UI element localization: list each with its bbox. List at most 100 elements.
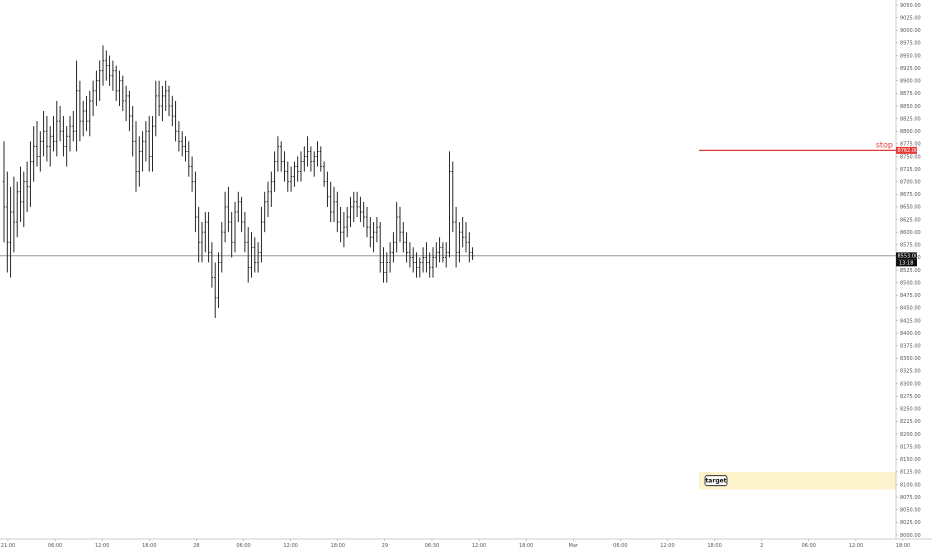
ohlc-bar [451,161,454,233]
ohlc-bar [322,161,326,187]
ohlc-bar [220,222,223,273]
ohlc-bar [319,146,322,172]
ohlc-bar [346,206,349,238]
target-label-box [704,475,728,487]
ohlc-bar [362,201,365,228]
target-label: target [705,478,726,485]
ohlc-bar [157,80,161,117]
ohlc-bar [210,242,214,288]
ohlc-bar [154,80,157,137]
x-tick-label: 06:00 [48,543,62,549]
ohlc-bar [217,252,220,308]
target-zone-fill [699,471,896,490]
ohlc-bar [151,116,154,172]
stop-price-tag-text: 8762.00 [898,148,919,154]
ohlc-bar [471,247,474,260]
y-tick-label: 8200.00 [900,432,921,438]
x-tick-label: 12:00 [283,543,297,549]
ohlc-bar [39,131,42,172]
ohlc-bar [438,237,441,263]
y-tick-label: 8575.00 [900,243,921,249]
ohlc-bar [418,257,421,278]
x-tick-label: 2 [760,543,763,549]
ohlc-bar [207,211,210,263]
ohlc-bar [95,70,98,106]
ohlc-bar [138,136,141,187]
stop-price-tag-bg [896,146,917,154]
ohlc-bar [329,181,332,223]
y-tick-label: 8350.00 [900,356,921,362]
ohlc-bar [174,100,177,142]
ohlc-bar [230,211,233,258]
y-tick-label: 8975.00 [900,41,921,47]
ohlc-bar [382,247,385,283]
y-tick-label: 9000.00 [900,28,921,34]
ohlc-bar [299,151,303,182]
ohlc-bar [124,85,128,122]
y-tick-label: 8750.00 [900,154,921,160]
x-tick-label: 18:00 [707,543,721,549]
stop-price-tag: 8762.00 [896,146,919,154]
y-tick-label: 8075.00 [900,495,921,501]
ohlc-bar [283,151,286,182]
y-tick-label: 8125.00 [900,470,921,476]
ohlc-bar [141,131,144,172]
ohlc-bar [461,217,464,248]
ohlc-bar [402,222,405,253]
ohlc-bar [385,252,388,283]
ohlc-bar [19,166,22,223]
y-tick-label: 8250.00 [900,407,921,413]
y-tick-label: 8400.00 [900,331,921,337]
y-tick-label: 8000.00 [900,533,921,539]
y-tick-label: 8025.00 [900,520,921,526]
y-axis[interactable]: 9050.00 9025.00 9000.00 8975.00 8950.00 8925.… [895,0,921,539]
ohlc-bar [240,196,243,233]
x-tick-label: Mar [569,543,579,549]
ohlc-bar [303,146,306,172]
ohlc-bar [75,60,78,152]
ohlc-bar [332,186,336,223]
ohlc-bar [388,242,392,273]
ohlc-bar [289,166,293,192]
ohlc-bar [148,116,151,172]
ohlc-bar [448,151,451,258]
ohlc-bar [58,105,62,142]
x-axis[interactable]: 21:00 06:00 12:00 18:00 28 06:00 12:00 18:00 29 0… [0,538,932,549]
x-tick-label: 29 [382,543,388,549]
ohlc-bar [339,206,342,243]
ohlc-bar [197,206,200,263]
x-tick-label: 18:00 [331,543,345,549]
countdown-tag-bg [896,259,917,267]
y-tick-label: 8875.00 [900,91,921,97]
stop-label: stop [876,140,893,149]
countdown-tag-text: 13:18 [899,261,913,267]
ohlc-bar [309,146,313,172]
ohlc-bar [372,222,375,253]
current-price-tag: 8553.00 13:18 [896,252,918,267]
y-tick-label: 8525.00 [900,268,921,274]
ohlc-bar [435,242,438,268]
ohlc-bar [25,161,29,212]
current-price-tag-bg [896,252,917,260]
x-tick-label: 12:00 [849,543,863,549]
ohlc-bar [52,116,55,152]
ohlc-bar [243,211,247,253]
ohlc-bar [42,111,45,157]
ohlc-bar [369,217,372,248]
ohlc-bar [250,232,253,278]
ohlc-bar [190,156,194,192]
x-tick-label: 12:00 [660,543,674,549]
y-tick-label: 9025.00 [900,15,921,21]
ohlc-bar [164,80,167,112]
y-tick-label: 8325.00 [900,369,921,375]
ohlc-bar [464,222,468,253]
ohlc-bar [293,161,296,187]
ohlc-bar [342,211,346,248]
ohlc-bar [171,95,174,127]
y-tick-label: 8100.00 [900,482,921,488]
ohlc-bar [134,121,138,192]
y-tick-label: 8050.00 [900,508,921,514]
y-tick-label: 8475.00 [900,293,921,299]
y-tick-label: 8625.00 [900,217,921,223]
